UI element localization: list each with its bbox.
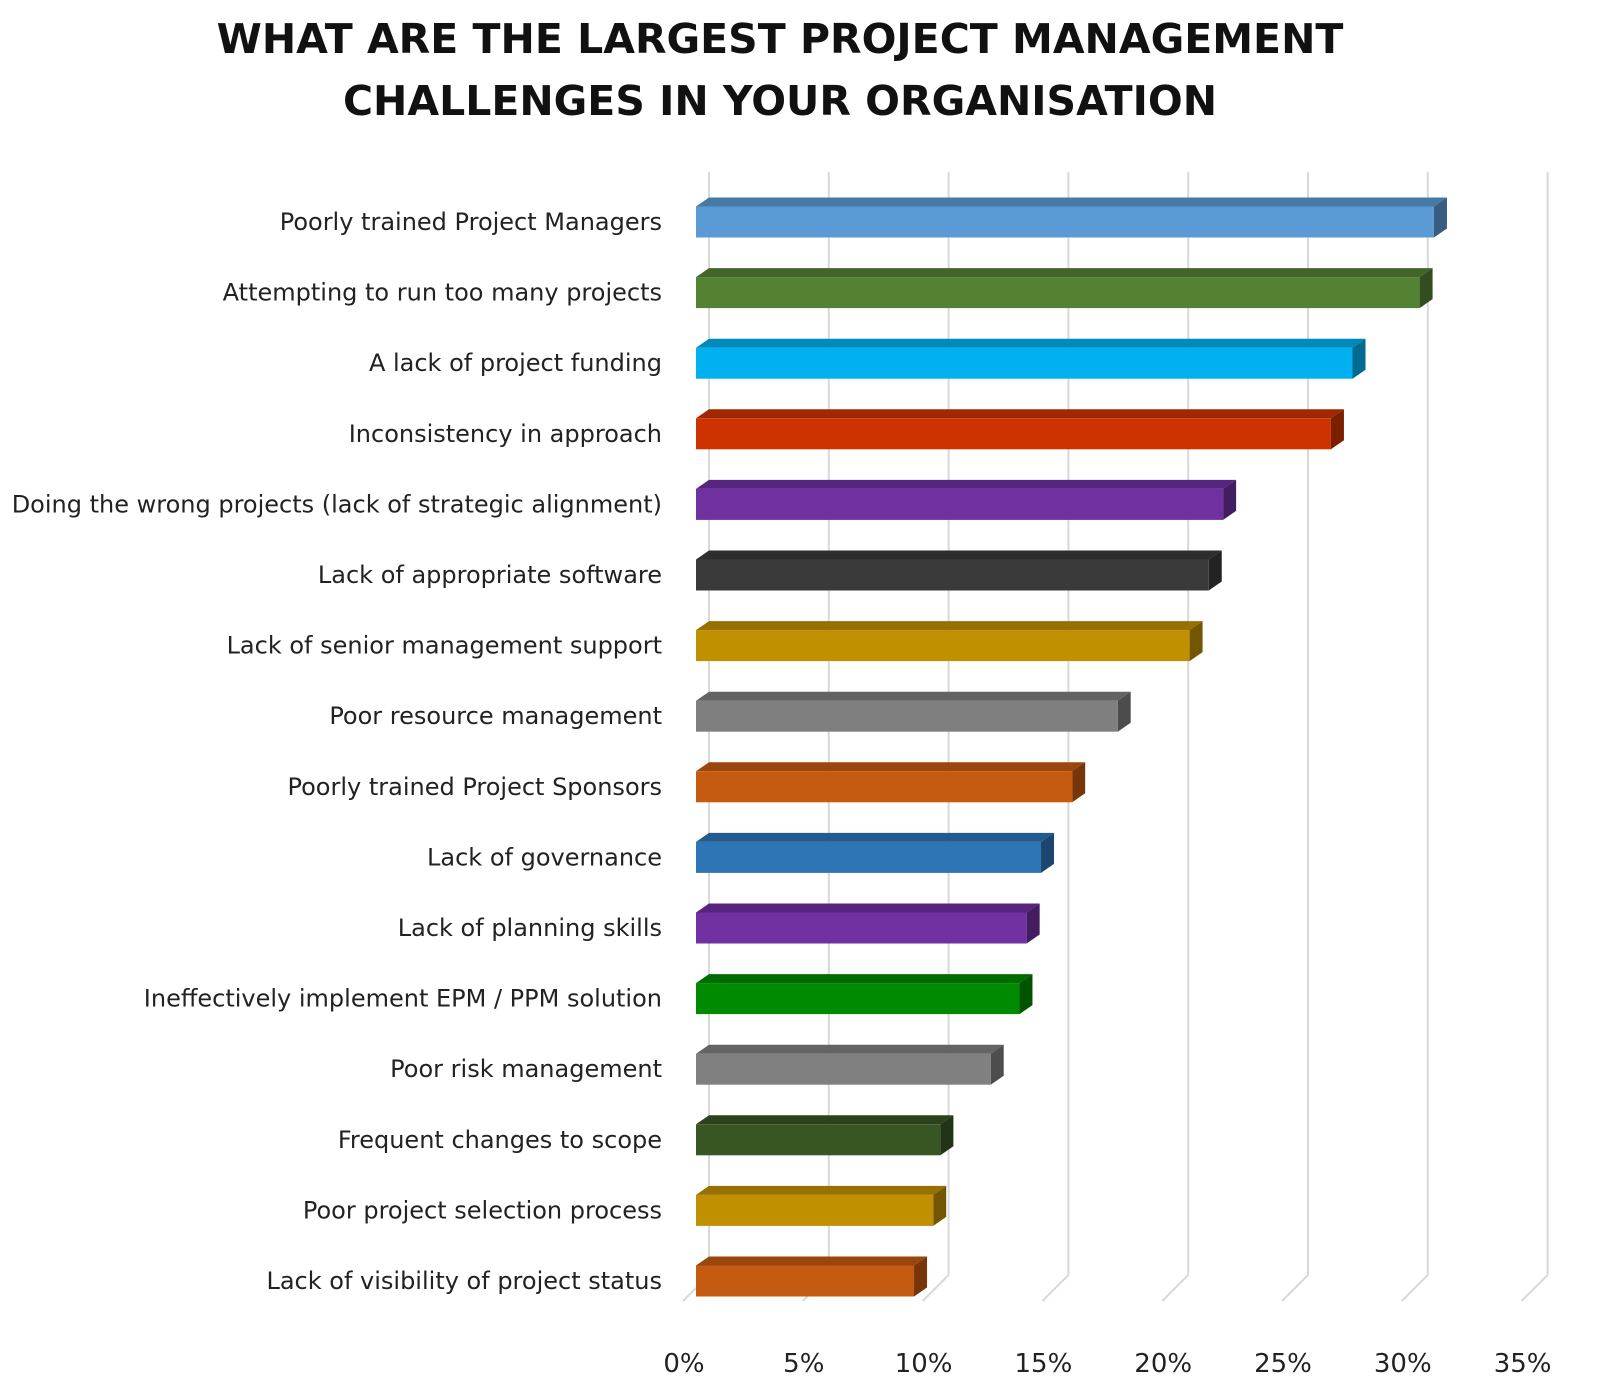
bar-side-face	[1330, 409, 1344, 450]
x-tick-label: 0%	[663, 1349, 704, 1379]
bar-top-face	[696, 621, 1203, 631]
bar	[696, 630, 1190, 662]
bar-side-face	[1189, 621, 1203, 662]
bar	[696, 488, 1224, 520]
category-label: Doing the wrong projects (lack of strate…	[12, 490, 662, 518]
bar	[696, 1124, 941, 1156]
bar-side-face	[1019, 974, 1033, 1015]
gridline-floor	[1281, 1274, 1309, 1302]
category-label: Inconsistency in approach	[349, 420, 662, 448]
bar	[696, 206, 1434, 238]
category-label: Poorly trained Project Managers	[280, 208, 662, 236]
bar-top-face	[696, 268, 1433, 278]
category-label: Lack of appropriate software	[318, 561, 662, 589]
bar-top-face	[696, 1256, 928, 1266]
bar-side-face	[1026, 903, 1040, 944]
bar	[696, 1265, 915, 1297]
category-label: Attempting to run too many projects	[223, 279, 662, 307]
bar-side-face	[1117, 691, 1131, 732]
category-label: Lack of governance	[427, 843, 662, 871]
bar-top-face	[696, 550, 1222, 560]
bar-top-face	[696, 1044, 1004, 1054]
bar-top-face	[696, 1115, 954, 1125]
bar-top-face	[696, 974, 1033, 984]
x-tick-label: 10%	[895, 1349, 953, 1379]
bar	[696, 700, 1118, 732]
bar-side-face	[1352, 338, 1366, 379]
bar	[696, 559, 1209, 591]
bar	[696, 277, 1420, 309]
bar	[696, 1194, 934, 1226]
category-label: Frequent changes to scope	[338, 1126, 662, 1154]
bar-side-face	[1433, 197, 1447, 238]
x-tick-label: 35%	[1494, 1349, 1552, 1379]
bar-top-face	[696, 409, 1344, 419]
bar-top-face	[696, 762, 1086, 772]
gridline-floor	[1520, 1274, 1549, 1302]
x-tick-label: 5%	[783, 1349, 824, 1379]
gridline-floor	[1041, 1274, 1070, 1302]
bar	[696, 1053, 991, 1085]
bar-top-face	[696, 903, 1040, 913]
bar-side-face	[940, 1115, 954, 1156]
chart-title-line-1: WHAT ARE THE LARGEST PROJECT MANAGEMENT	[216, 15, 1344, 63]
chart-title-line-2: CHALLENGES IN YOUR ORGANISATION	[342, 77, 1218, 125]
category-label: A lack of project funding	[369, 349, 662, 377]
x-tick-label: 25%	[1254, 1349, 1312, 1379]
bar-side-face	[990, 1044, 1004, 1085]
category-label: Poor resource management	[329, 702, 662, 730]
bar-side-face	[933, 1185, 947, 1226]
bar	[696, 912, 1027, 944]
category-label: Poor risk management	[390, 1055, 662, 1083]
category-label: Lack of senior management support	[227, 632, 662, 660]
bar-side-face	[1223, 479, 1237, 520]
category-label: Poor project selection process	[303, 1196, 662, 1224]
bar-top-face	[696, 832, 1055, 842]
bar	[696, 418, 1331, 450]
bar	[696, 771, 1073, 803]
bar-top-face	[696, 1185, 947, 1195]
gridline-floor	[1401, 1274, 1429, 1302]
category-label: Lack of visibility of project status	[266, 1267, 662, 1295]
bar	[696, 983, 1020, 1015]
chart-title: WHAT ARE THE LARGEST PROJECT MANAGEMENT …	[0, 8, 1560, 132]
category-label: Ineffectively implement EPM / PPM soluti…	[144, 985, 662, 1013]
bar-top-face	[696, 197, 1447, 207]
x-tick-label: 20%	[1134, 1349, 1192, 1379]
bar-side-face	[914, 1256, 928, 1297]
gridline-floor	[1161, 1274, 1189, 1302]
gridline-floor	[921, 1274, 950, 1302]
bar-top-face	[696, 338, 1366, 348]
bar-top-face	[696, 691, 1131, 701]
bar-side-face	[1041, 832, 1055, 873]
x-tick-label: 15%	[1015, 1349, 1073, 1379]
bar	[696, 347, 1353, 379]
bar-side-face	[1072, 762, 1086, 803]
bar	[696, 841, 1042, 873]
bar-side-face	[1208, 550, 1222, 591]
category-label: Lack of planning skills	[398, 914, 662, 942]
x-tick-label: 30%	[1374, 1349, 1432, 1379]
bar-top-face	[696, 479, 1237, 489]
bar-side-face	[1419, 268, 1433, 309]
category-label: Poorly trained Project Sponsors	[287, 773, 662, 801]
